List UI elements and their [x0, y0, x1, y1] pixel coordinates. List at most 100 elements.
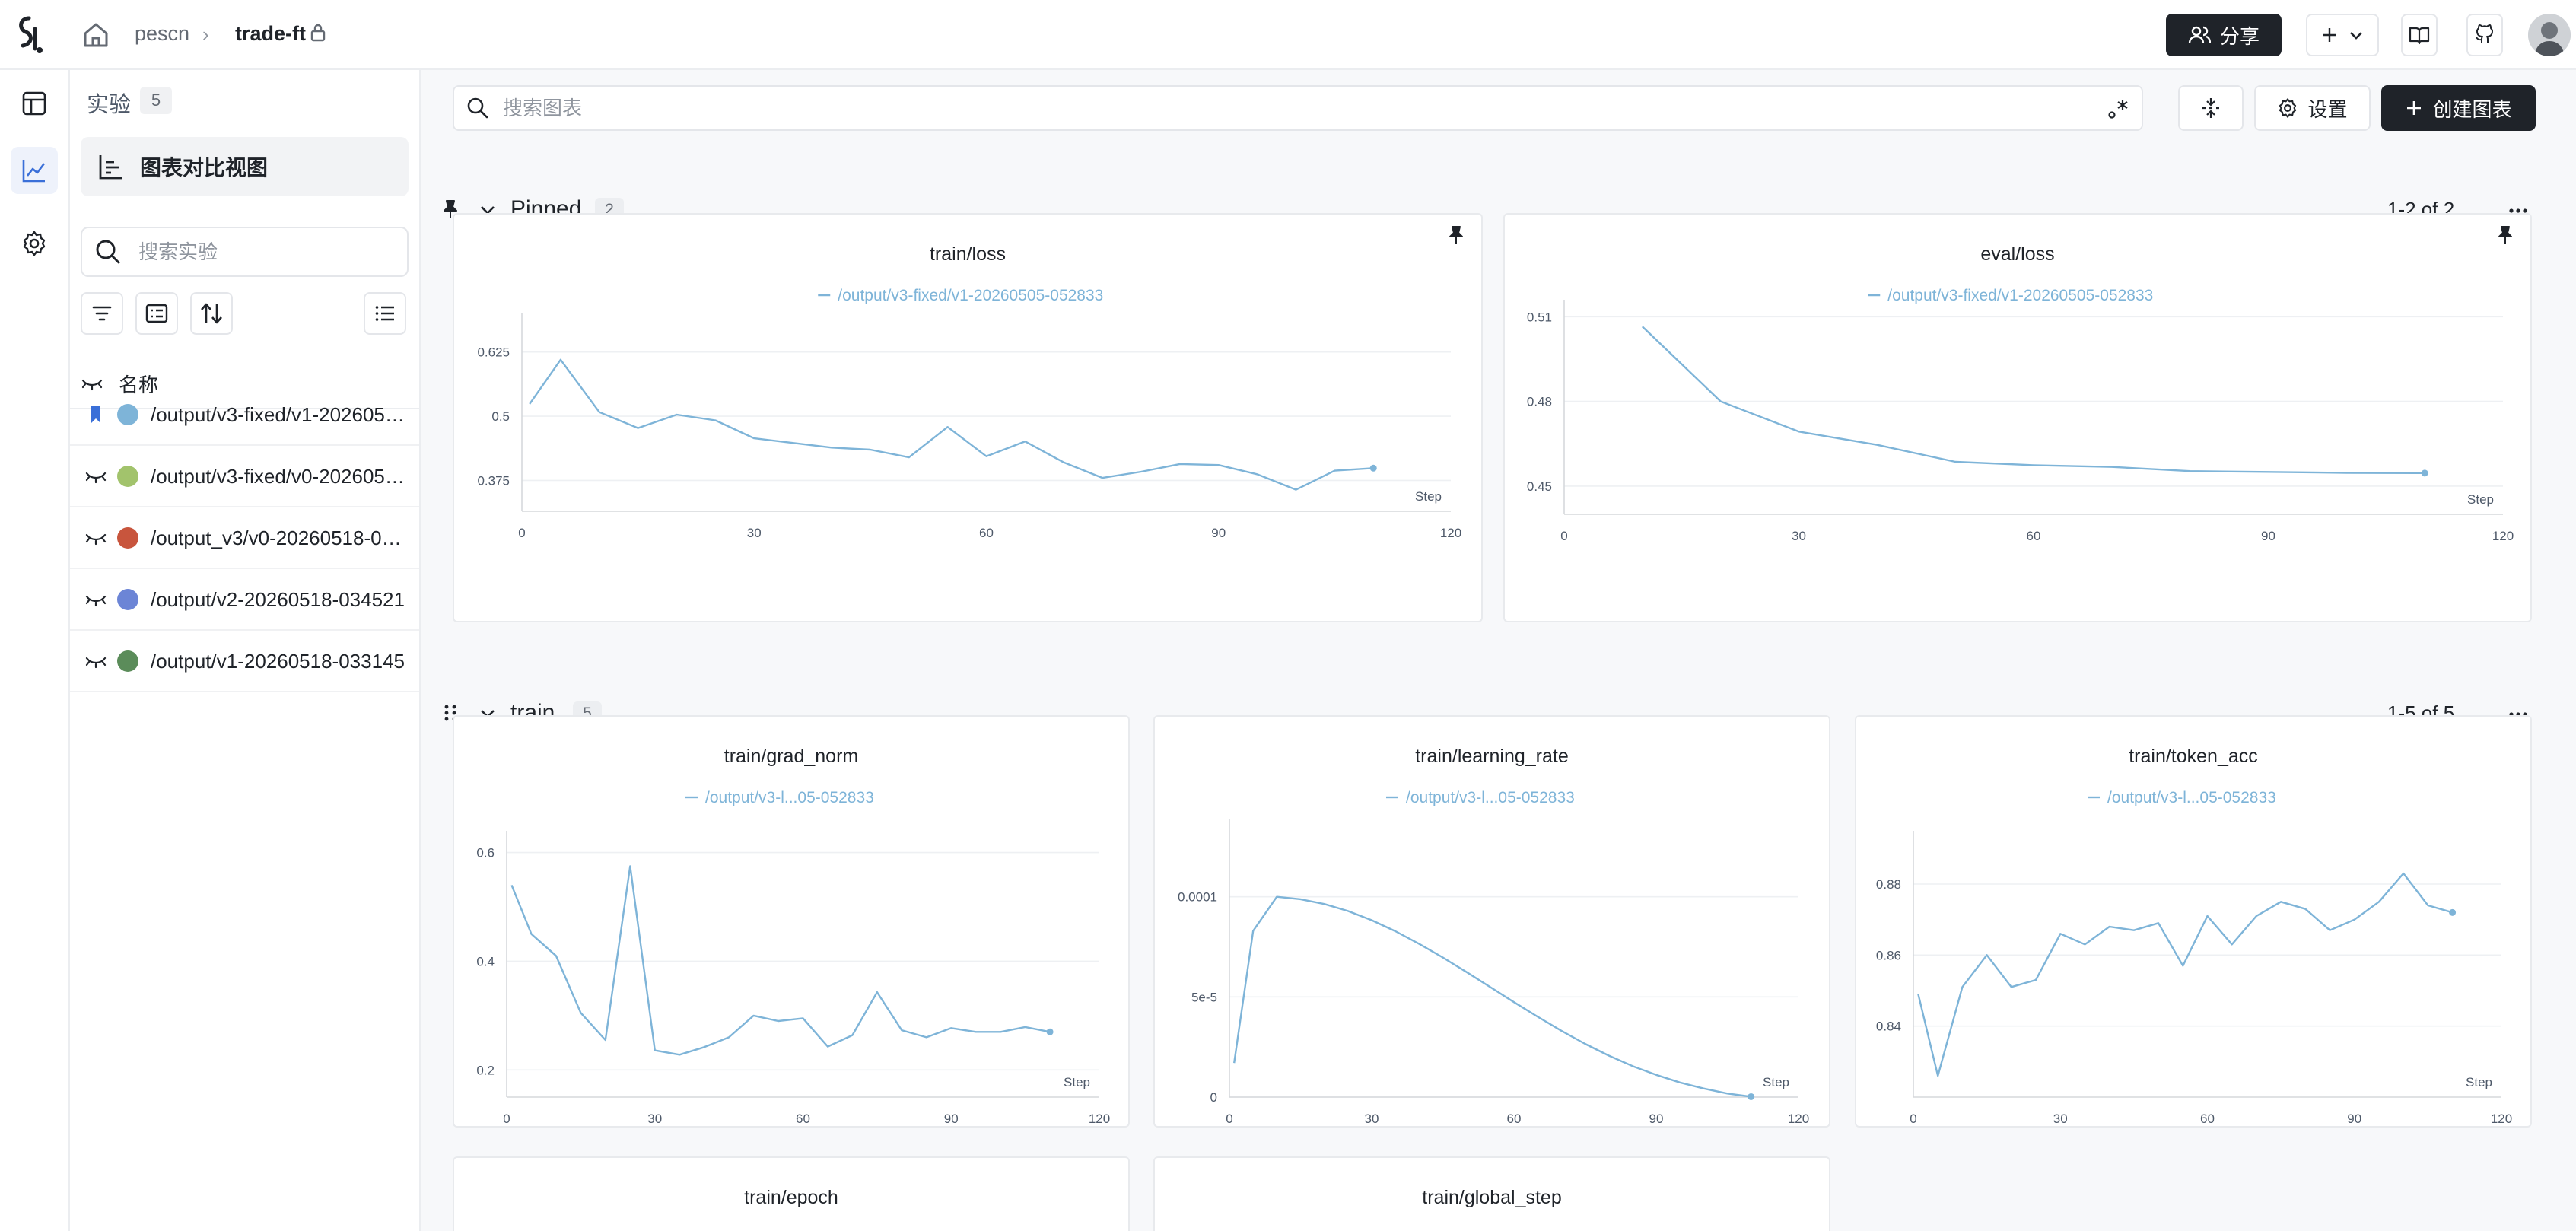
experiment-row[interactable]: /output_v3/v0-20260518-035512	[70, 508, 419, 569]
experiment-visibility-toggle[interactable]	[81, 526, 111, 549]
experiment-color-dot[interactable]	[117, 466, 138, 487]
settings-button[interactable]: 设置	[2254, 85, 2371, 131]
series-end-point[interactable]	[2421, 469, 2428, 477]
collapse-icon	[2202, 98, 2219, 118]
chart-compare-view-item[interactable]: 图表对比视图	[81, 137, 409, 196]
x-axis-label: Step	[1763, 1075, 1789, 1089]
create-chart-label: 创建图表	[2432, 97, 2512, 121]
chart-title: train/loss	[930, 243, 1006, 265]
y-tick-label: 0.84	[1876, 1019, 1901, 1034]
series-end-point[interactable]	[1748, 1093, 1755, 1100]
experiment-visibility-toggle[interactable]	[81, 588, 111, 611]
gear-icon	[2279, 98, 2297, 118]
filter-button[interactable]	[81, 292, 123, 335]
chart-svg: train/learning_rate/output/v3-l...05-052…	[1178, 746, 1809, 1126]
list-icon	[375, 306, 394, 321]
rail-item-settings[interactable]	[11, 220, 58, 267]
series-line[interactable]	[529, 358, 1374, 491]
eye-closed-icon[interactable]	[84, 528, 107, 548]
home-icon[interactable]	[79, 18, 113, 52]
experiment-row[interactable]: /output/v3-fixed/v0-20260505-050212	[70, 447, 419, 507]
experiment-row[interactable]: /output/v1-20260518-033145	[70, 631, 419, 692]
chart-panel[interactable]: eval/loss/output/v3-fixed/v1-20260505-05…	[1503, 213, 2532, 622]
series-line[interactable]	[1641, 326, 2425, 474]
chart-search-input[interactable]	[503, 96, 2062, 120]
regex-icon[interactable]	[2107, 97, 2129, 120]
x-tick-label: 30	[1792, 529, 1806, 543]
eye-closed-icon[interactable]	[81, 374, 103, 393]
chart-svg: train/loss/output/v3-fixed/v1-20260505-0…	[477, 243, 1461, 540]
experiment-color-dot[interactable]	[117, 650, 138, 672]
add-menu-button[interactable]	[2306, 14, 2379, 56]
experiment-color-dot[interactable]	[117, 527, 138, 549]
chart-panel[interactable]: train/loss/output/v3-fixed/v1-20260505-0…	[453, 213, 1483, 622]
create-chart-button[interactable]: 创建图表	[2381, 85, 2536, 131]
pin-icon[interactable]	[1448, 225, 1465, 245]
columns-button[interactable]	[135, 292, 178, 335]
experiment-name[interactable]: /output/v3-fixed/v1-20260505-052833	[151, 402, 409, 426]
breadcrumb-workspace[interactable]: pescn	[135, 22, 190, 45]
x-tick-label: 60	[979, 526, 994, 540]
users-icon	[2188, 26, 2211, 44]
chart-panel[interactable]: train/global_step	[1153, 1156, 1830, 1231]
chart-title: train/learning_rate	[1415, 746, 1569, 767]
user-avatar-image	[2528, 14, 2571, 56]
pin-icon[interactable]	[2497, 225, 2514, 245]
experiment-color-dot[interactable]	[117, 404, 138, 425]
breadcrumb-project[interactable]: trade-ft	[235, 22, 306, 45]
experiment-visibility-toggle[interactable]	[81, 465, 111, 488]
eye-closed-icon[interactable]	[84, 590, 107, 609]
more-icon[interactable]	[2505, 199, 2531, 222]
list-view-button[interactable]	[364, 292, 406, 335]
chart-panel[interactable]: train/grad_norm/output/v3-l...05-052833 0…	[453, 715, 1130, 1128]
experiment-name[interactable]: /output_v3/v0-20260518-035512	[151, 526, 409, 549]
chart-search-box[interactable]	[453, 85, 2143, 131]
plus-icon	[2323, 28, 2336, 42]
legend-label: /output/v3-fixed/v1-20260505-052833	[838, 287, 1103, 304]
experiment-name[interactable]: /output/v2-20260518-034521	[151, 587, 405, 611]
series-end-point[interactable]	[2449, 908, 2457, 916]
experiments-count-badge: 5	[140, 87, 172, 114]
experiment-row[interactable]: /output/v3-fixed/v1-20260505-052833	[70, 385, 419, 446]
experiment-visibility-toggle[interactable]	[81, 403, 111, 426]
experiment-search-box[interactable]	[81, 227, 409, 277]
collapse-groups-button[interactable]	[2178, 85, 2244, 131]
series-line[interactable]	[510, 865, 1051, 1056]
docs-button[interactable]	[2401, 14, 2438, 56]
series-line[interactable]	[1917, 872, 2453, 1077]
experiment-name[interactable]: /output/v1-20260518-033145	[151, 649, 405, 673]
bookmark-icon[interactable]	[84, 405, 107, 425]
y-tick-label: 0.88	[1876, 877, 1901, 892]
nav-rail	[0, 70, 70, 1231]
charts-main-area: 设置 创建图表 Pinned 2 1-2 of 2 train 5	[421, 70, 2576, 1231]
rail-item-charts[interactable]	[11, 147, 58, 194]
name-column-label: 名称	[119, 373, 159, 396]
eye-closed-icon[interactable]	[84, 651, 107, 671]
columns-icon	[145, 304, 168, 323]
series-line[interactable]	[1233, 895, 1751, 1098]
search-icon	[467, 97, 488, 119]
share-button[interactable]: 分享	[2166, 14, 2282, 56]
x-axis-label: Step	[2466, 1075, 2492, 1089]
experiment-name[interactable]: /output/v3-fixed/v0-20260505-050212	[151, 464, 409, 488]
github-button[interactable]	[2466, 14, 2503, 56]
chart-svg: train/token_acc/output/v3-l...05-052833 0…	[1876, 746, 2512, 1126]
chart-panel[interactable]: train/epoch	[453, 1156, 1130, 1231]
logo-icon[interactable]	[12, 14, 47, 56]
chart-panel[interactable]: train/learning_rate/output/v3-l...05-052…	[1153, 715, 1830, 1128]
y-tick-label: 0.4	[476, 954, 495, 969]
experiment-visibility-toggle[interactable]	[81, 650, 111, 673]
chart-panel[interactable]: train/token_acc/output/v3-l...05-052833 0…	[1855, 715, 2532, 1128]
series-end-point[interactable]	[1369, 464, 1377, 472]
series-end-point[interactable]	[1046, 1028, 1054, 1035]
x-tick-label: 0	[518, 526, 525, 540]
rail-item-table[interactable]	[11, 80, 58, 127]
x-tick-label: 60	[2200, 1112, 2215, 1126]
y-tick-label: 0.375	[477, 473, 510, 488]
sort-button[interactable]	[190, 292, 233, 335]
avatar[interactable]	[2528, 14, 2571, 56]
eye-closed-icon[interactable]	[84, 466, 107, 486]
experiment-row[interactable]: /output/v2-20260518-034521	[70, 570, 419, 631]
experiment-color-dot[interactable]	[117, 589, 138, 610]
experiment-search-input[interactable]	[138, 240, 390, 264]
